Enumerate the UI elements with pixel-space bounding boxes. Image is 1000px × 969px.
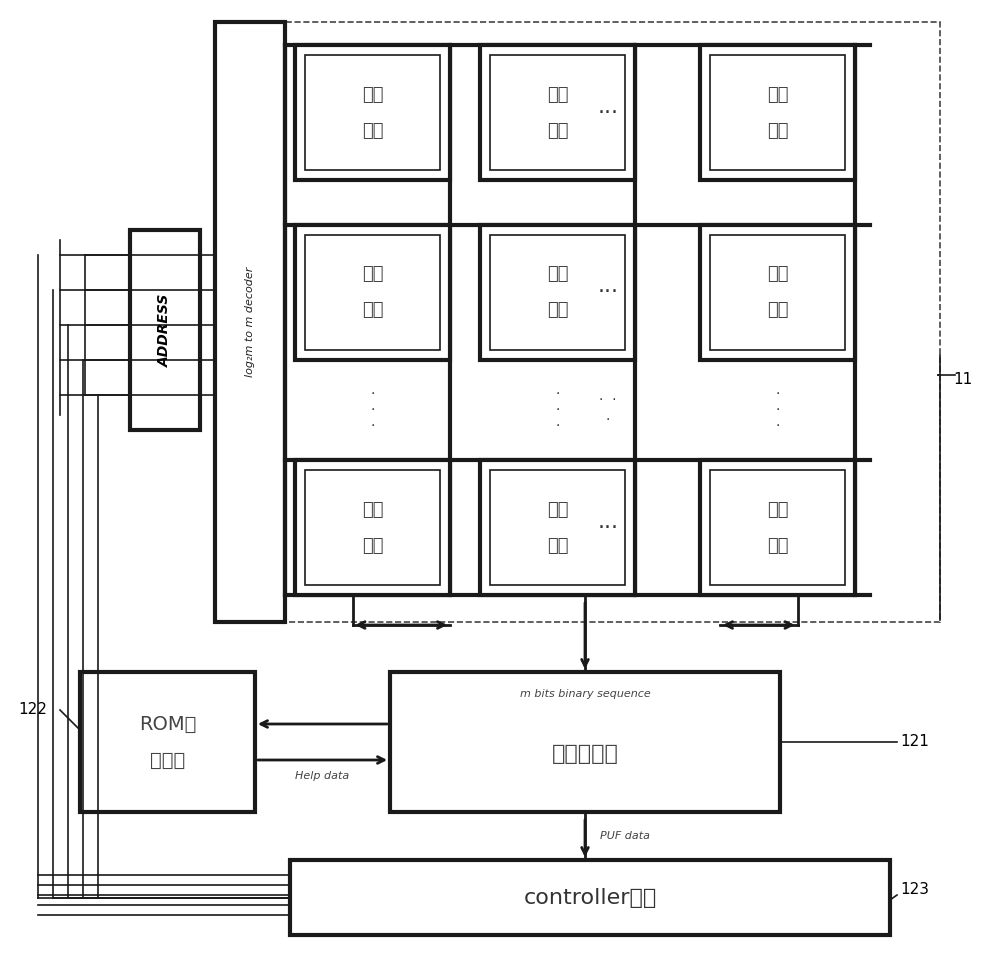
Text: 11: 11 <box>953 372 972 388</box>
Text: PUF data: PUF data <box>600 831 650 841</box>
Text: 储模块: 储模块 <box>150 751 185 769</box>
Text: 存储: 存储 <box>362 85 383 104</box>
Text: 存储: 存储 <box>362 266 383 284</box>
Text: 121: 121 <box>900 735 929 749</box>
Text: ···: ··· <box>598 103 618 122</box>
Text: ···: ··· <box>598 517 618 538</box>
Bar <box>80 672 255 812</box>
Text: 单元: 单元 <box>767 537 788 554</box>
Bar <box>710 235 845 350</box>
Text: 单元: 单元 <box>362 301 383 320</box>
Bar <box>305 235 440 350</box>
Bar <box>480 460 635 595</box>
Text: ·
·
·: · · · <box>775 387 780 433</box>
Text: 存储: 存储 <box>547 266 568 284</box>
Bar <box>710 470 845 585</box>
Text: ·  ·: · · <box>599 393 617 407</box>
Text: 单元: 单元 <box>767 121 788 140</box>
Bar <box>215 22 285 622</box>
Text: ·
·
·: · · · <box>555 387 560 433</box>
Bar <box>290 860 890 935</box>
Text: 122: 122 <box>18 703 47 717</box>
Text: 单元: 单元 <box>767 301 788 320</box>
Bar <box>305 470 440 585</box>
Bar <box>490 235 625 350</box>
Text: 存储: 存储 <box>767 266 788 284</box>
Text: 123: 123 <box>900 883 929 897</box>
Bar <box>295 45 450 180</box>
Text: 单元: 单元 <box>547 537 568 554</box>
Bar <box>700 460 855 595</box>
Text: ·: · <box>606 413 610 427</box>
Bar <box>710 55 845 170</box>
Bar <box>130 230 200 430</box>
Text: ·
·
·: · · · <box>370 387 375 433</box>
Bar <box>480 225 635 360</box>
Text: 单元: 单元 <box>547 121 568 140</box>
Text: Help data: Help data <box>295 771 350 781</box>
Bar <box>490 470 625 585</box>
Bar <box>295 225 450 360</box>
Text: ADDRESS: ADDRESS <box>158 294 172 366</box>
Bar <box>700 45 855 180</box>
Text: 存储: 存储 <box>547 501 568 518</box>
Text: controller模块: controller模块 <box>523 888 657 908</box>
Text: 单元: 单元 <box>362 121 383 140</box>
Bar <box>390 672 780 812</box>
Text: 存储: 存储 <box>767 501 788 518</box>
Bar <box>305 55 440 170</box>
Text: 纠错码模块: 纠错码模块 <box>552 744 618 764</box>
Bar <box>215 22 940 622</box>
Text: 存储: 存储 <box>362 501 383 518</box>
Text: ···: ··· <box>598 283 618 302</box>
Text: 单元: 单元 <box>362 537 383 554</box>
Text: 单元: 单元 <box>547 301 568 320</box>
Text: 存储: 存储 <box>547 85 568 104</box>
Text: m bits binary sequence: m bits binary sequence <box>520 689 650 699</box>
Bar <box>490 55 625 170</box>
Text: ROM存: ROM存 <box>139 714 196 734</box>
Bar <box>480 45 635 180</box>
Bar <box>700 225 855 360</box>
Text: log₂m to m decoder: log₂m to m decoder <box>245 266 255 377</box>
Text: 存储: 存储 <box>767 85 788 104</box>
Bar <box>295 460 450 595</box>
